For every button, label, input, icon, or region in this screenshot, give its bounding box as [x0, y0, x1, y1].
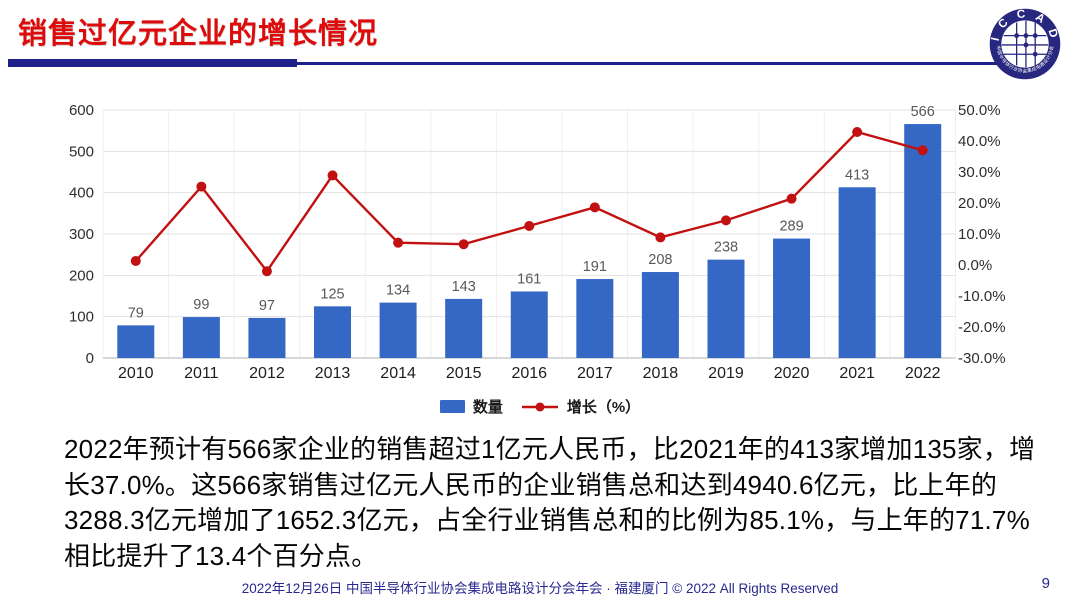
bar-2013 [314, 306, 352, 358]
left-axis-tick: 300 [69, 226, 94, 243]
bar-label-2013: 125 [320, 286, 344, 302]
growth-point-2011 [196, 181, 207, 192]
bar-2017 [576, 279, 614, 358]
bar-2019 [707, 259, 745, 358]
growth-point-2021 [852, 127, 863, 138]
legend-item-growth: 增长（%） [521, 396, 640, 417]
x-axis-label-2018: 2018 [643, 365, 679, 382]
right-axis-tick: 40.0% [958, 133, 1001, 150]
bar-label-2021: 413 [845, 167, 869, 183]
growth-point-2017 [589, 202, 600, 213]
chart-legend: 数量 增长（%） [0, 396, 1080, 417]
bar-label-2015: 143 [452, 279, 476, 295]
right-axis-tick: -20.0% [958, 319, 1006, 336]
bar-2014 [379, 302, 417, 358]
x-axis-label-2021: 2021 [839, 365, 875, 382]
right-axis-tick: -10.0% [958, 288, 1006, 305]
x-axis-label-2017: 2017 [577, 365, 613, 382]
growth-point-2013 [327, 170, 338, 181]
legend-item-quantity: 数量 [439, 396, 503, 417]
bar-label-2016: 161 [517, 271, 541, 287]
x-axis-label-2015: 2015 [446, 365, 482, 382]
growth-point-2020 [786, 193, 797, 204]
bar-2010 [117, 325, 155, 358]
right-axis-tick: 20.0% [958, 195, 1001, 212]
bar-label-2018: 208 [648, 252, 672, 268]
left-axis-tick: 400 [69, 185, 94, 202]
left-axis-tick: 500 [69, 143, 94, 160]
title-divider-thin [297, 62, 1040, 65]
bar-label-2022: 566 [911, 104, 935, 120]
right-axis-tick: -30.0% [958, 350, 1006, 367]
bar-2011 [182, 317, 220, 358]
growth-point-2014 [393, 237, 404, 248]
right-axis-tick: 0.0% [958, 257, 992, 274]
quantity-series-swatch [439, 400, 465, 413]
bar-2015 [445, 298, 483, 358]
bar-label-2019: 238 [714, 240, 738, 256]
growth-point-2018 [655, 232, 666, 243]
x-axis-label-2010: 2010 [118, 365, 154, 382]
left-axis-tick: 100 [69, 309, 94, 326]
x-axis-label-2013: 2013 [315, 365, 351, 382]
bar-label-2010: 79 [128, 305, 144, 321]
bar-2021 [838, 187, 876, 358]
iccad-logo: I C C A D 中国半导体行业协会集成电路设计分会 [989, 7, 1061, 80]
title-divider-thick [8, 59, 297, 67]
x-axis-label-2020: 2020 [774, 365, 810, 382]
bar-label-2011: 99 [193, 297, 209, 313]
page-number: 9 [1041, 575, 1050, 592]
bar-2022 [904, 124, 942, 358]
bar-2020 [773, 238, 811, 358]
logo-circuit-dots [1014, 33, 1038, 57]
legend-label-growth: 增长（%） [566, 399, 641, 416]
summary-paragraph: 2022年预计有566家企业的销售超过1亿元人民币，比2021年的413家增加1… [64, 434, 1036, 571]
right-axis-tick: 50.0% [958, 102, 1001, 119]
footer-copyright: 2022年12月26日 中国半导体行业协会集成电路设计分会年会 · 福建厦门 ©… [241, 581, 839, 596]
x-axis-label-2019: 2019 [708, 365, 744, 382]
bar-2012 [248, 317, 286, 358]
growth-point-2015 [458, 239, 469, 250]
x-axis-label-2014: 2014 [380, 365, 416, 382]
growth-point-2016 [524, 220, 535, 231]
right-axis-tick: 10.0% [958, 226, 1001, 243]
growth-point-2010 [130, 255, 141, 266]
x-axis-label-2011: 2011 [184, 365, 219, 382]
growth-series-swatch [521, 402, 558, 411]
right-axis-tick: 30.0% [958, 164, 1001, 181]
bar-2016 [510, 291, 548, 358]
growth-point-2012 [261, 266, 272, 277]
bar-label-2014: 134 [386, 283, 410, 299]
left-axis-tick: 600 [69, 102, 94, 119]
bar-label-2012: 97 [259, 298, 275, 314]
bar-label-2017: 191 [583, 259, 607, 275]
x-axis-label-2022: 2022 [905, 365, 941, 382]
bar-label-2020: 289 [779, 219, 803, 235]
x-axis-label-2012: 2012 [249, 365, 285, 382]
growth-point-2019 [720, 215, 731, 226]
left-axis-tick: 0 [86, 350, 94, 367]
growth-point-2022 [917, 145, 928, 156]
x-axis-label-2016: 2016 [511, 365, 547, 382]
left-axis-tick: 200 [69, 267, 94, 284]
bar-2018 [641, 272, 679, 358]
page-title: 销售过亿元企业的增长情况 [18, 18, 379, 50]
legend-label-quantity: 数量 [472, 399, 503, 416]
